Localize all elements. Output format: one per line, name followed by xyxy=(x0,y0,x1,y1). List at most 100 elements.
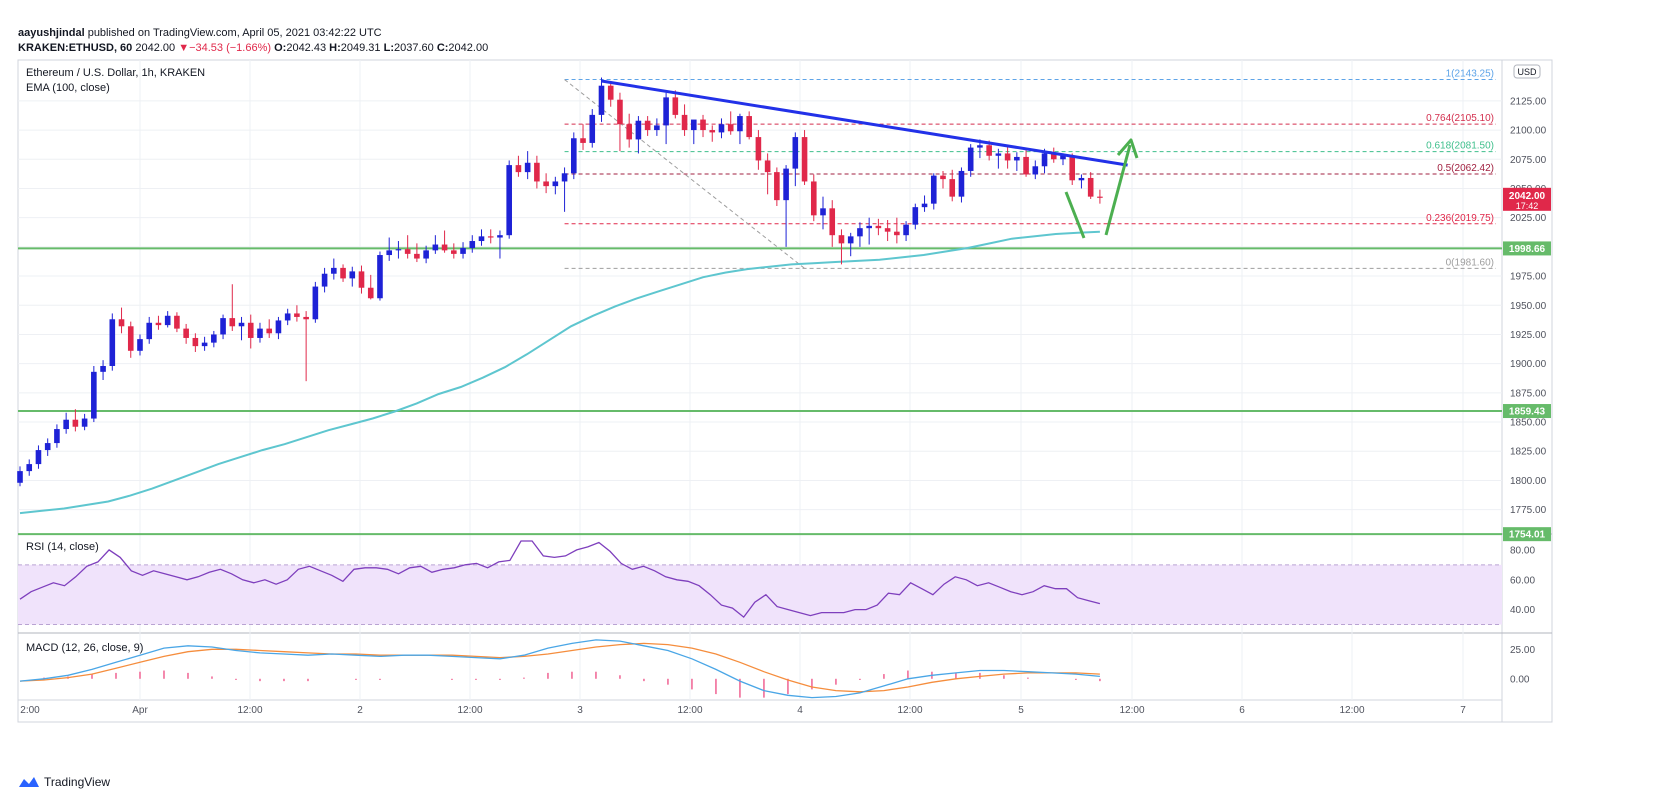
candle-body xyxy=(497,235,503,238)
macd-y-tick-label: 25.00 xyxy=(1510,645,1535,656)
candle-body xyxy=(367,287,374,299)
fib-level-label: 0.618(2081.50) xyxy=(1426,141,1494,152)
candle-body xyxy=(718,124,725,133)
candle-body xyxy=(580,138,586,143)
candle-body xyxy=(552,181,559,187)
x-tick-label: 6 xyxy=(1239,705,1245,716)
candle-body xyxy=(35,450,42,465)
y-tick-label: 1900.00 xyxy=(1510,359,1547,370)
forecast-arrow-up xyxy=(1104,144,1132,236)
candle-body xyxy=(100,365,106,372)
x-tick-label: 12:00 xyxy=(677,705,702,716)
candle-body xyxy=(977,145,983,148)
candle-body xyxy=(266,328,273,334)
candle-body xyxy=(377,255,383,299)
candle-body xyxy=(1050,153,1057,160)
candle-body xyxy=(238,322,245,327)
candle-body xyxy=(589,114,596,143)
publish-info: published on TradingView.com, April 05, … xyxy=(84,27,382,39)
x-tick-label: 2:00 xyxy=(20,705,40,716)
candle-body xyxy=(774,172,780,201)
macd-line xyxy=(19,639,1100,699)
candle-body xyxy=(912,207,919,225)
candle-body xyxy=(478,236,485,242)
currency-label: USD xyxy=(1517,67,1537,77)
candle-body xyxy=(118,319,125,327)
y-tick-label: 2100.00 xyxy=(1510,126,1547,137)
candle-body xyxy=(26,464,33,472)
candle-body xyxy=(441,244,448,251)
candle-body xyxy=(220,318,226,335)
candle-body xyxy=(331,267,337,274)
candle-body xyxy=(321,273,328,287)
candle-body xyxy=(524,162,531,173)
candle-body xyxy=(340,267,346,279)
y-tick-label: 1875.00 xyxy=(1510,388,1547,399)
last-price-label: 2042.00 xyxy=(1509,191,1546,202)
support-price-label: 1998.66 xyxy=(1509,244,1546,255)
x-tick-label: 5 xyxy=(1018,705,1024,716)
rsi-legend: RSI (14, close) xyxy=(26,541,99,553)
rsi-line xyxy=(19,540,1101,619)
chart-canvas[interactable]: 2:00 Apr 12:00 2 12:00 3 12:00 4 12:00 5 12:00 6 12:… xyxy=(0,0,1664,770)
candle-body xyxy=(63,419,69,430)
candle-body xyxy=(294,313,300,317)
candle-body xyxy=(690,119,697,131)
fib-level-label: 0(1981.60) xyxy=(1446,257,1494,268)
candle-body xyxy=(432,244,439,251)
support-price-tag xyxy=(1503,404,1551,419)
y-tick-label: 1775.00 xyxy=(1510,505,1547,516)
fib-level-label: 0.5(2062.42) xyxy=(1437,163,1494,174)
candle-body xyxy=(386,250,392,256)
candle-body xyxy=(358,271,365,288)
candle-body xyxy=(1097,196,1103,198)
x-tick-label: 7 xyxy=(1460,705,1466,716)
close-label: C: xyxy=(436,42,449,54)
candle-body xyxy=(109,319,116,366)
candle-body xyxy=(17,471,23,483)
candle-body xyxy=(534,162,540,182)
fib-level-label: 0.764(2105.10) xyxy=(1426,113,1494,124)
candle-body xyxy=(847,236,854,244)
candle-body xyxy=(654,125,660,131)
author-name[interactable]: aayushjindal xyxy=(18,27,85,39)
fib-level-label: 1(2143.25) xyxy=(1446,69,1494,80)
rsi-y-tick-label: 60.00 xyxy=(1510,575,1535,586)
candle-body xyxy=(737,116,743,132)
high-value: 2049.31 xyxy=(340,42,381,54)
candle-body xyxy=(506,165,512,236)
candle-body xyxy=(561,173,568,182)
candle-body xyxy=(81,418,88,427)
candle-body xyxy=(312,286,319,320)
candle-body xyxy=(1032,166,1039,175)
price-change: ▼−34.53 (−1.66%) xyxy=(178,42,272,54)
candle-body xyxy=(211,334,217,343)
candle-body xyxy=(571,138,577,174)
candle-body xyxy=(930,175,937,204)
candle-body xyxy=(607,85,614,100)
candle-body xyxy=(875,225,882,229)
candle-body xyxy=(663,97,669,126)
y-tick-label: 1925.00 xyxy=(1510,330,1547,341)
candle-body xyxy=(284,313,291,321)
candle-body xyxy=(1060,155,1066,160)
candle-body xyxy=(183,328,189,338)
ema-legend: EMA (100, close) xyxy=(26,82,110,94)
tradingview-brand[interactable]: TradingView xyxy=(18,775,110,789)
candle-body xyxy=(746,116,752,138)
candle-body xyxy=(921,203,928,208)
candle-body xyxy=(54,429,60,444)
candle-body xyxy=(275,320,282,334)
candle-body xyxy=(820,208,826,216)
forecast-arrow-down xyxy=(1064,191,1086,239)
candle-body xyxy=(857,228,863,237)
candle-body xyxy=(1078,177,1085,181)
candle-body xyxy=(257,328,263,338)
candle-body xyxy=(44,443,51,451)
y-tick-label: 1950.00 xyxy=(1510,301,1547,312)
candle-body xyxy=(783,168,789,201)
x-tick-label: Apr xyxy=(132,705,148,716)
y-tick-label: 2125.00 xyxy=(1510,96,1547,107)
candle-body xyxy=(829,208,836,236)
candle-body xyxy=(91,371,97,419)
